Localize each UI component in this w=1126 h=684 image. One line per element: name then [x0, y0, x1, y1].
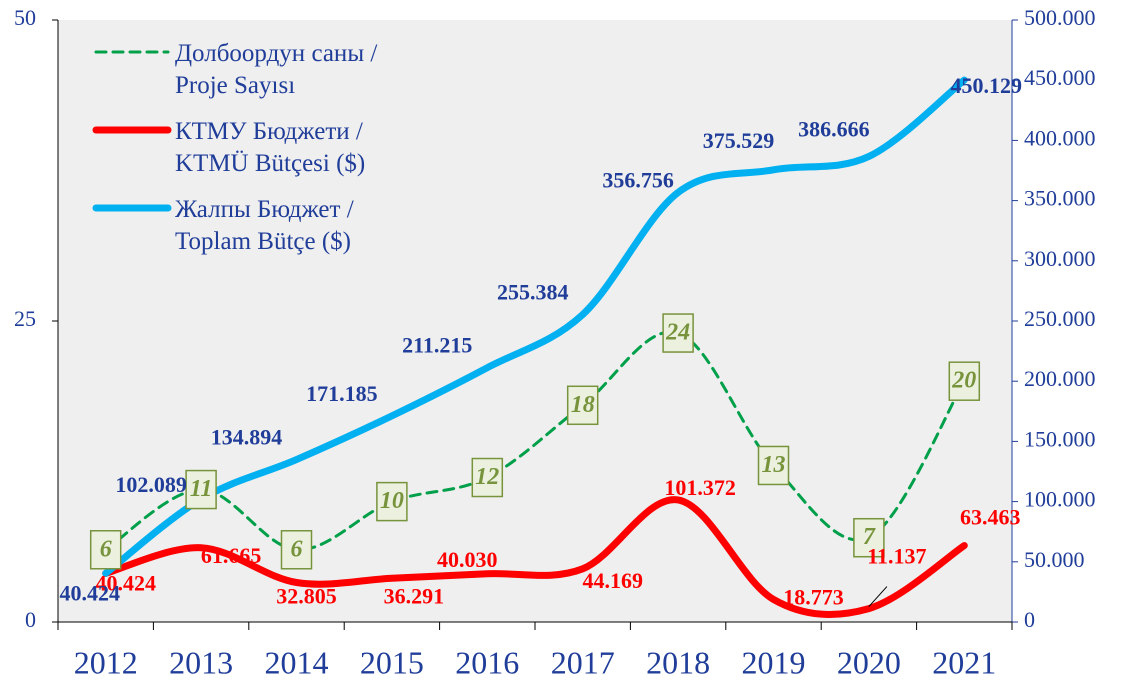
x-tick-label: 2015	[360, 644, 424, 680]
y2-tick-label: 100.000	[1024, 487, 1096, 512]
y2-tick-label: 150.000	[1024, 426, 1096, 451]
data-label: 63.463	[960, 505, 1021, 530]
x-tick-label: 2020	[837, 644, 901, 680]
y2-tick-label: 450.000	[1024, 65, 1096, 90]
legend-label: Долбоордун саны / Proje Sayısı	[175, 40, 378, 99]
data-label: 386.666	[798, 117, 870, 142]
x-tick-label: 2018	[646, 644, 710, 680]
y-tick-label: 50	[14, 5, 36, 30]
data-label: 20	[951, 368, 976, 394]
data-label: 18	[571, 392, 595, 418]
data-label: 134.894	[211, 425, 283, 450]
x-tick-label: 2013	[169, 644, 233, 680]
x-tick-label: 2012	[74, 644, 138, 680]
x-tick-label: 2021	[932, 644, 996, 680]
data-label: 40.424	[95, 570, 156, 595]
data-label: 61.665	[201, 543, 262, 568]
series-line	[102, 76, 968, 577]
data-label: 356.756	[602, 168, 674, 193]
data-label-box	[376, 481, 408, 522]
data-label: 375.529	[703, 128, 775, 153]
data-label-box	[948, 361, 981, 401]
y2-tick-label: 200.000	[1024, 366, 1096, 391]
data-label: 11	[190, 476, 213, 502]
x-tick-label: 2017	[551, 644, 615, 680]
legend-label: КТМУ Бюджети / KTMÜ Bütçesi ($)	[175, 118, 366, 177]
y-tick-label: 25	[14, 306, 36, 331]
y2-tick-label: 300.000	[1024, 246, 1096, 271]
x-tick-label: 2014	[265, 644, 329, 680]
data-label-box	[280, 530, 313, 570]
data-label-box	[185, 469, 217, 510]
data-label: 40.424	[59, 580, 120, 605]
data-label: 13	[762, 452, 786, 478]
data-label: 211.215	[402, 333, 472, 358]
data-label: 10	[380, 488, 404, 514]
data-label: 450.129	[951, 73, 1023, 98]
data-label: 36.291	[384, 583, 445, 608]
data-label: 40.030	[437, 547, 498, 572]
y2-tick-label: 250.000	[1024, 306, 1096, 331]
x-tick-label: 2016	[455, 644, 519, 680]
data-label: 24	[665, 320, 690, 346]
series-line	[104, 330, 966, 552]
data-label: 255.384	[497, 280, 569, 305]
data-label-box	[471, 457, 504, 498]
data-label: 7	[863, 524, 876, 550]
data-label-box	[566, 385, 599, 426]
data-label: 6	[291, 536, 303, 562]
data-label: 18.773	[783, 584, 844, 609]
data-label: 11.137	[867, 544, 926, 569]
data-label: 101.372	[664, 475, 736, 500]
y2-tick-label: 0	[1024, 607, 1035, 632]
y2-tick-label: 50.000	[1024, 547, 1085, 572]
data-label-box	[757, 445, 790, 486]
data-label-box	[89, 530, 122, 570]
data-label: 44.169	[582, 568, 643, 593]
data-label-box	[662, 313, 694, 353]
x-tick-label: 2019	[742, 644, 806, 680]
y2-tick-label: 400.000	[1024, 125, 1096, 150]
leader-line	[868, 586, 888, 607]
y2-tick-label: 500.000	[1024, 5, 1096, 30]
data-label: 6	[100, 536, 112, 562]
series-line	[102, 496, 968, 618]
data-label-box	[853, 517, 885, 558]
data-label: 12	[475, 464, 499, 490]
data-label: 32.805	[276, 584, 337, 609]
legend-label: Жалпы Бюджет / Toplam Bütçe ($)	[175, 196, 354, 255]
data-label: 171.185	[306, 381, 378, 406]
y2-tick-label: 350.000	[1024, 186, 1096, 211]
y-tick-label: 0	[25, 607, 36, 632]
data-label: 102.089	[115, 472, 187, 497]
plot-area	[58, 20, 1012, 622]
